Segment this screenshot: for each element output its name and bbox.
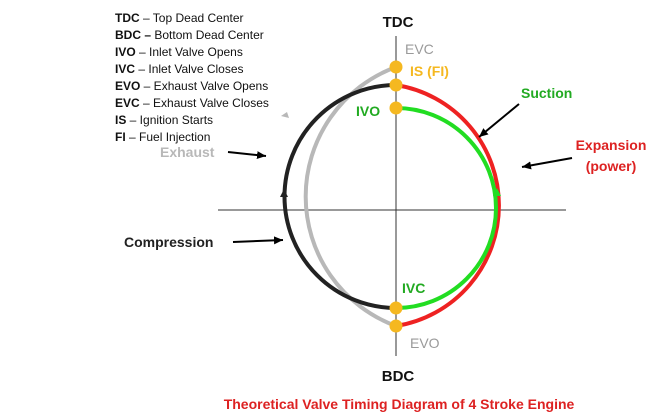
compression-label: Compression (124, 234, 213, 250)
evc-marker (389, 60, 403, 74)
suction-label: Suction (521, 85, 572, 101)
legend: TDC – Top Dead Center BDC – Bottom Dead … (115, 11, 269, 144)
is-fi-label: IS (FI) (410, 63, 449, 79)
is-fi-marker (389, 78, 403, 92)
evo-label: EVO (410, 335, 440, 351)
ivo-marker (389, 101, 403, 115)
ivo-label: IVO (356, 103, 380, 119)
exhaust-pointer-arrow (227, 151, 267, 160)
ivc-label: IVC (402, 280, 425, 296)
suction-stroke-arc (395, 106, 498, 310)
suction-pointer-arrow (478, 103, 520, 138)
suction-direction-arrow (493, 188, 501, 196)
exhaust-direction-arrow (281, 112, 289, 118)
ivc-marker (389, 301, 403, 315)
legend-item: EVC – Exhaust Valve Closes (115, 96, 269, 110)
expansion-label: Expansion (576, 137, 647, 153)
tdc-label: TDC (383, 14, 414, 31)
legend-item: IS – Ignition Starts (115, 113, 213, 127)
compression-direction-arrow (280, 189, 288, 197)
expansion-stroke-arc (395, 83, 501, 328)
legend-item: EVO – Exhaust Valve Opens (115, 79, 268, 93)
legend-item: TDC – Top Dead Center (115, 11, 244, 25)
legend-item: IVC – Inlet Valve Closes (115, 62, 244, 76)
legend-item: FI – Fuel Injection (115, 130, 210, 144)
evc-label: EVC (405, 41, 434, 57)
bdc-label: BDC (382, 368, 415, 385)
evo-marker (389, 319, 403, 333)
diagram-title: Theoretical Valve Timing Diagram of 4 St… (224, 396, 575, 412)
compression-pointer-arrow (232, 236, 284, 245)
legend-item: IVO – Inlet Valve Opens (115, 45, 243, 59)
exhaust-stroke-arc (303, 65, 397, 328)
expansion-sublabel: (power) (586, 158, 637, 174)
exhaust-label: Exhaust (160, 144, 215, 160)
legend-item: BDC – Bottom Dead Center (115, 28, 264, 42)
expansion-pointer-arrow (521, 157, 573, 170)
